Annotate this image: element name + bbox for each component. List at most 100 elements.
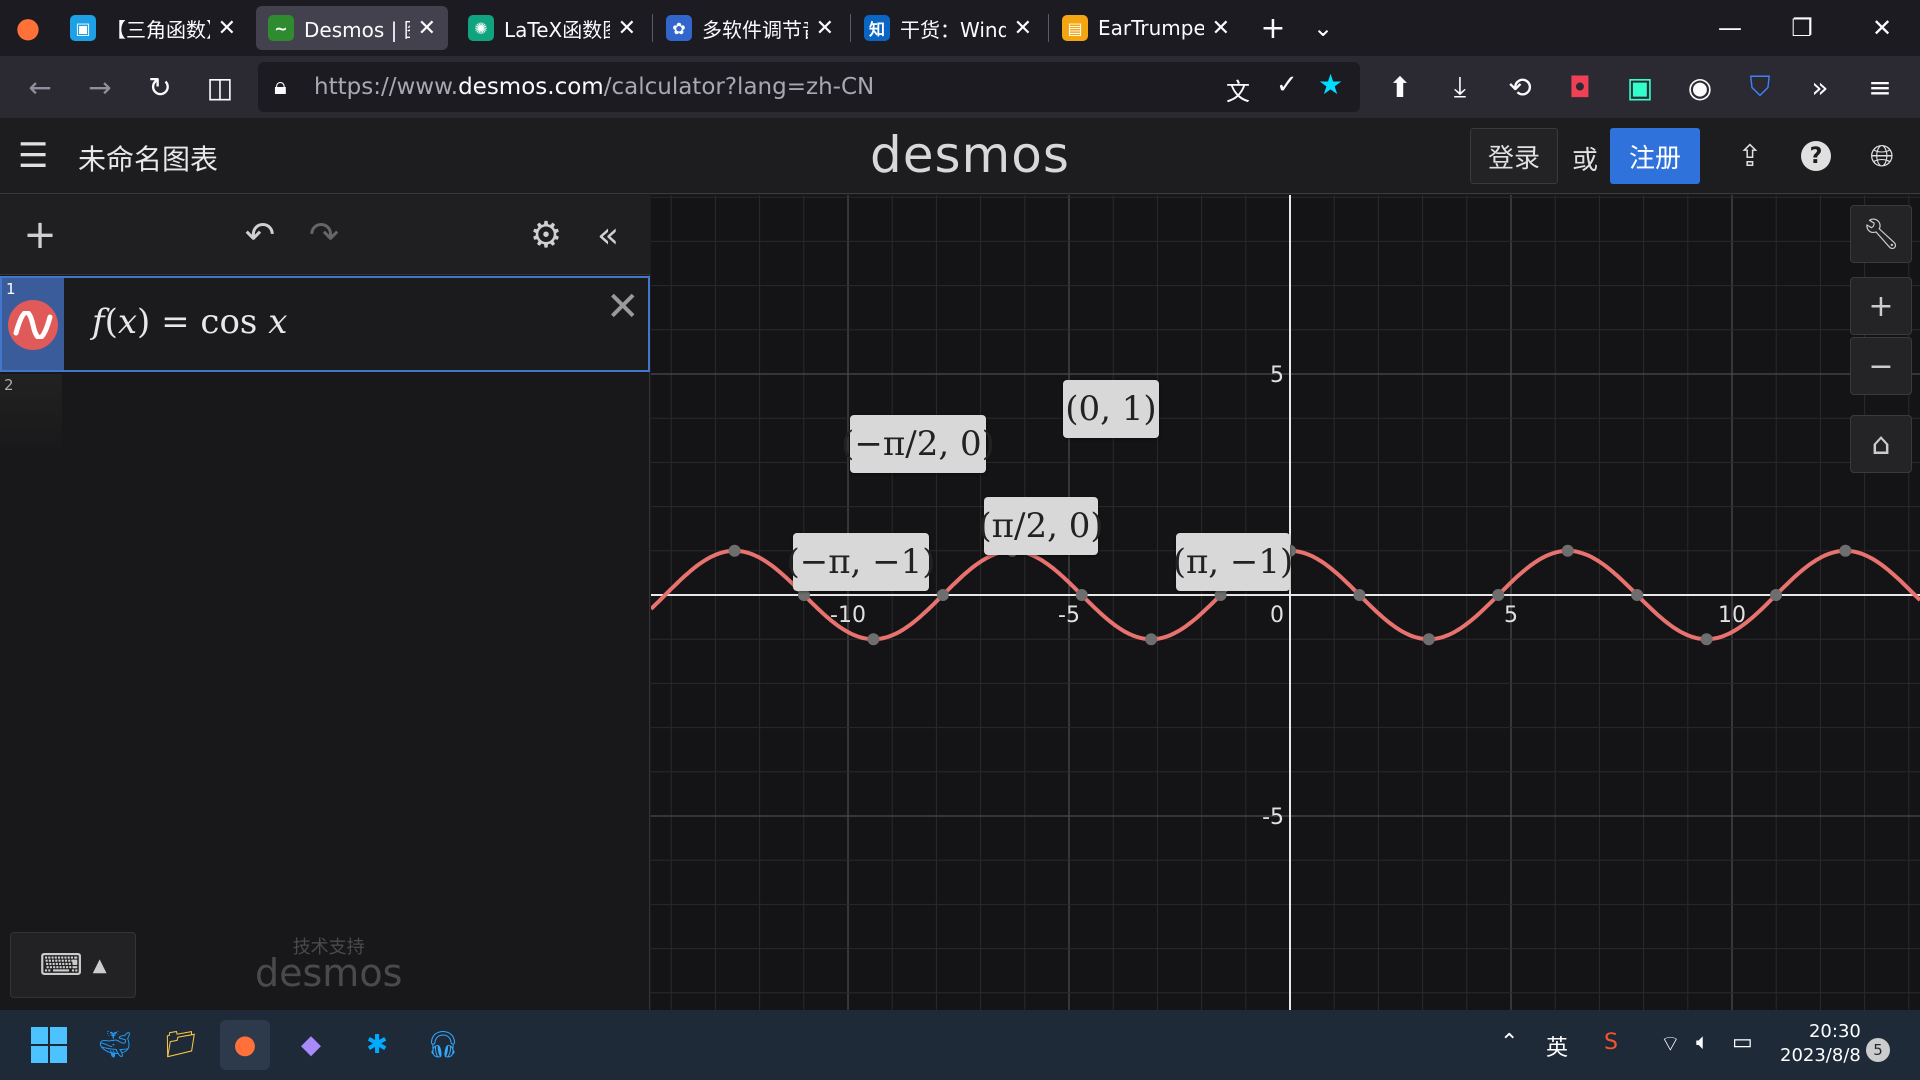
expression-gutter: 1 <box>2 278 64 370</box>
close-tab-icon[interactable]: ✕ <box>815 15 834 41</box>
globe-icon[interactable]: 🌐︎ <box>1870 138 1894 174</box>
incognito-icon[interactable]: ◉ <box>1687 70 1713 104</box>
star-app-icon[interactable]: ✱ <box>366 1030 388 1060</box>
tab-title: Desmos | 图形计 <box>304 17 410 42</box>
new-tab-button[interactable]: + <box>1260 10 1286 46</box>
tab-baidu[interactable]: ✿ 多软件调节音量 ✕ <box>654 6 846 50</box>
tab-separator <box>850 14 851 42</box>
empty-expression-row[interactable]: 2 <box>0 374 62 454</box>
close-tab-icon[interactable]: ✕ <box>617 15 636 41</box>
tab-list-chevron-icon[interactable]: ⌄ <box>1312 14 1334 42</box>
point-label[interactable]: (−π, −1) <box>786 533 936 591</box>
redo-icon[interactable]: ↷ <box>308 214 340 256</box>
bookmark-star-icon[interactable]: ★ <box>1318 68 1344 101</box>
battery-icon[interactable]: ▭ <box>1732 1030 1753 1055</box>
volume-icon[interactable]: 🔈︎ <box>1696 1030 1710 1055</box>
save-icon[interactable]: ▣ <box>1626 70 1654 104</box>
firefox-menu-icon[interactable]: ● <box>15 10 41 44</box>
rocket-icon[interactable]: ⬆ <box>1388 70 1412 104</box>
reader-view-icon[interactable]: ◫ <box>206 70 234 104</box>
windows-start-icon[interactable] <box>24 1020 74 1070</box>
hamburger-menu-icon[interactable]: ≡ <box>1868 70 1892 104</box>
tab-eartrumpet[interactable]: ▤ EarTrumpet - Mi ✕ <box>1050 6 1242 50</box>
point-label[interactable]: (π, −1) <box>1173 533 1293 591</box>
graph-canvas[interactable]: -10 -5 5 10 5 -5 0 <box>651 195 1920 1010</box>
back-arrow-icon[interactable]: ← <box>28 70 52 104</box>
signup-button[interactable]: 注册 <box>1610 128 1700 184</box>
tab-latex[interactable]: ✺ LaTeX函数图像绘 ✕ <box>456 6 648 50</box>
restore-button[interactable]: ❐ <box>1791 14 1813 42</box>
tab-title: 【三角函数】【一 <box>106 17 210 42</box>
point-label[interactable]: (π/2, 0) <box>978 497 1104 555</box>
headphones-icon[interactable]: 🎧︎ <box>426 1030 460 1060</box>
curve-point <box>1075 589 1088 601</box>
wave-color-icon[interactable] <box>8 300 58 350</box>
expression-latex[interactable]: f(x) = cos x <box>92 302 288 342</box>
tray-chevron-icon[interactable]: ⌃ <box>1500 1030 1519 1055</box>
hamburger-menu-icon[interactable]: ☰ <box>18 136 49 176</box>
translate-icon[interactable]: 文 <box>1226 78 1250 106</box>
keyboard-toggle-button[interactable]: ⌨ ▲ <box>10 932 136 998</box>
close-tab-icon[interactable]: ✕ <box>1013 15 1032 41</box>
download-icon[interactable]: ⤓ <box>1453 70 1467 103</box>
notification-badge[interactable]: 5 <box>1866 1038 1890 1062</box>
tab-zhihu[interactable]: 知 干货：Windwos ✕ <box>852 6 1044 50</box>
tab-separator <box>652 14 653 42</box>
obsidian-icon[interactable]: ◆ <box>301 1030 321 1060</box>
close-tab-icon[interactable]: ✕ <box>1211 15 1230 41</box>
pocket-icon[interactable]: ◘ <box>1568 70 1592 104</box>
close-tab-icon[interactable]: ✕ <box>417 15 436 41</box>
login-button[interactable]: 登录 <box>1470 128 1558 184</box>
x-tick-label: 5 <box>1504 603 1518 628</box>
forward-arrow-icon[interactable]: → <box>88 70 112 104</box>
minimize-button[interactable]: — <box>1718 14 1742 42</box>
wrench-icon[interactable]: 🔧︎ <box>1850 205 1912 263</box>
firefox-icon[interactable]: ● <box>220 1020 270 1070</box>
zoom-in-icon[interactable]: + <box>1850 277 1912 335</box>
system-clock[interactable]: 20:30 2023/8/8 <box>1780 1021 1861 1066</box>
ime-indicator[interactable]: 英 <box>1546 1036 1569 1061</box>
add-expression-icon[interactable]: + <box>23 212 57 258</box>
curve-point <box>1770 589 1783 601</box>
desmos-logo: desmos <box>870 126 1070 184</box>
point-label[interactable]: (0, 1) <box>1063 380 1159 438</box>
history-icon[interactable]: ⟲ <box>1508 70 1532 104</box>
shield-icon[interactable]: ⛉ <box>1749 70 1771 103</box>
undo-icon[interactable]: ↶ <box>244 214 276 256</box>
close-tab-icon[interactable]: ✕ <box>217 15 236 41</box>
overflow-chevron-icon[interactable]: » <box>1811 70 1829 104</box>
graph-grid-svg: -10 -5 5 105-50 <box>651 195 1920 1010</box>
expression-index: 1 <box>6 280 16 298</box>
reload-icon[interactable]: ↻ <box>148 70 172 104</box>
settings-gear-icon[interactable]: ⚙ <box>529 214 563 256</box>
curve-point <box>1422 633 1435 646</box>
curve-point <box>1561 544 1574 557</box>
docker-icon[interactable]: 🐳︎ <box>98 1030 132 1060</box>
expression-row[interactable]: 1 f(x) = cos x ✕ <box>0 276 650 372</box>
share-icon[interactable]: ⇪ <box>1737 138 1763 174</box>
tab-desmos[interactable]: ~ Desmos | 图形计 ✕ <box>256 6 448 50</box>
zhihu-icon: 知 <box>864 15 890 41</box>
close-window-button[interactable]: ✕ <box>1871 14 1893 42</box>
or-label: 或 <box>1572 146 1599 176</box>
file-explorer-icon[interactable]: 📁︎ <box>164 1030 198 1060</box>
origin-label: 0 <box>1270 603 1284 628</box>
tab-bilibili[interactable]: ▣ 【三角函数】【一 ✕ <box>58 6 248 50</box>
zoom-out-icon[interactable]: − <box>1850 337 1912 395</box>
curve-point <box>1839 544 1852 557</box>
powered-by-desmos: 技术支持 desmos <box>255 937 403 995</box>
expressions-toolbar: + ↶ ↷ ⚙ « <box>0 195 650 275</box>
y-tick-label: 5 <box>1270 363 1284 388</box>
point-label[interactable]: (−π/2, 0) <box>841 415 995 473</box>
delete-expression-icon[interactable]: ✕ <box>606 284 640 330</box>
desmos-icon: ~ <box>268 15 294 41</box>
lock-icon: 🔒︎ <box>274 72 287 100</box>
url-bar[interactable]: 🔒︎ https://www.desmos.com/calculator?lan… <box>258 62 1360 112</box>
graph-title[interactable]: 未命名图表 <box>78 143 219 176</box>
help-icon[interactable]: ? <box>1796 136 1836 176</box>
collapse-panel-icon[interactable]: « <box>596 214 620 256</box>
checkmark-icon[interactable]: ✓ <box>1276 70 1298 100</box>
wifi-icon[interactable]: ⌔ <box>1660 1032 1681 1057</box>
home-icon[interactable]: ⌂ <box>1850 415 1912 473</box>
sogou-icon[interactable]: S <box>1604 1030 1618 1055</box>
